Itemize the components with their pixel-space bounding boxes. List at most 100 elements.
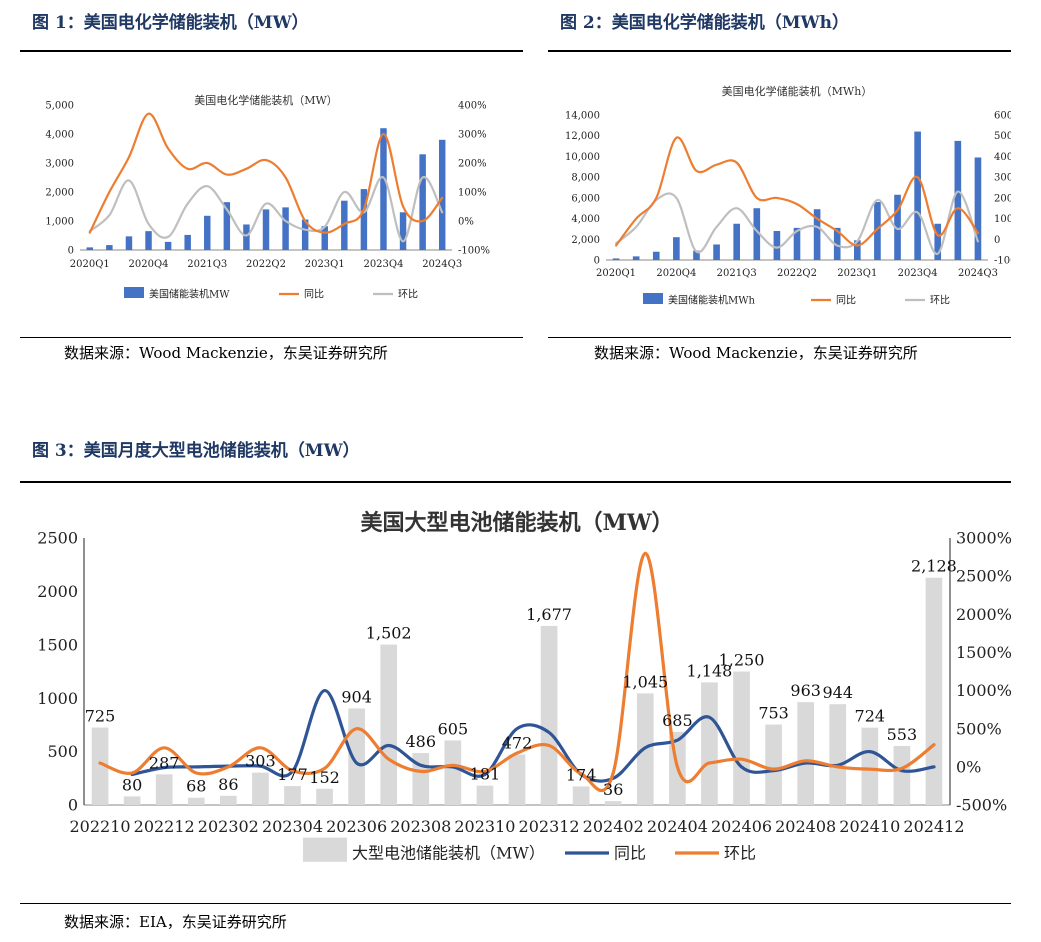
fig3-data-label: 553 <box>887 725 918 744</box>
fig3-line-yoy <box>130 689 936 783</box>
fig3-data-label: 1,677 <box>526 605 572 624</box>
fig1-x-tick: 2023Q4 <box>363 259 403 270</box>
fig1-bar <box>321 226 328 250</box>
fig2-bar <box>954 140 962 260</box>
fig2-y-tick: 10,000 <box>565 152 600 163</box>
fig3-data-label: 181 <box>470 765 501 784</box>
fig3-bar <box>187 797 205 805</box>
fig1-bar <box>164 241 172 250</box>
fig2-y-tick: 6,000 <box>571 193 600 204</box>
fig3-y2-tick: 0% <box>956 757 981 776</box>
fig1-bar <box>399 212 407 250</box>
fig2-x-tick: 2020Q1 <box>596 268 636 279</box>
fig2-y2-tick: 600 <box>994 111 1011 122</box>
fig2-legend-swatch <box>643 293 663 304</box>
figure-1-chart: 美国电化学储能装机（MW） 0 1,000 2,000 3,000 4,000 5,000 -… <box>20 70 523 322</box>
fig2-y-tick: 4,000 <box>571 214 600 225</box>
figure-1-source: 数据来源：Wood Mackenzie，东吴证券研究所 <box>64 344 388 362</box>
fig3-bar <box>444 740 462 805</box>
fig1-bar <box>184 234 191 250</box>
fig1-y2-tick: 100% <box>458 188 487 199</box>
fig1-legend-swatch <box>124 287 144 298</box>
fig1-x-tick: 2022Q2 <box>246 259 286 270</box>
figure-3-top-rule <box>20 481 1011 483</box>
fig2-bar <box>632 256 640 260</box>
figure-3-bottom-rule <box>20 903 1011 904</box>
figure-3-chart: 美国大型电池储能装机（MW） 0 500 1000 1500 2000 2500 -500% 0… <box>20 490 1012 890</box>
fig3-bar <box>829 704 847 805</box>
fig1-legend-label: 环比 <box>398 289 418 301</box>
fig2-x-tick: 2024Q3 <box>958 268 998 279</box>
fig3-data-label: 725 <box>85 707 116 726</box>
fig3-bar <box>604 801 622 805</box>
fig1-bar <box>301 219 309 250</box>
fig3-data-label: 944 <box>822 683 853 702</box>
fig2-legend-label: 环比 <box>930 295 950 307</box>
fig3-legend-label: 大型电池储能装机（MW） <box>352 844 545 863</box>
fig2-y-tick: 0 <box>594 256 600 267</box>
fig1-line-yoy <box>88 112 444 234</box>
fig2-y2-tick: 500 <box>994 131 1011 142</box>
fig2-x-tick: 2020Q4 <box>656 268 696 279</box>
fig2-y-tick: 8,000 <box>571 173 600 184</box>
fig1-x-tick: 2023Q1 <box>305 259 345 270</box>
fig3-bar <box>701 682 718 805</box>
fig3-bar <box>123 796 141 805</box>
fig3-data-label: 472 <box>502 734 533 753</box>
fig3-x-tick: 202312 <box>519 817 580 836</box>
fig3-data-label: 486 <box>406 732 437 751</box>
fig3-x-tick: 202406 <box>711 817 772 836</box>
fig2-x-tick: 2022Q2 <box>777 268 817 279</box>
fig2-bar <box>673 237 680 260</box>
fig3-y2-tick: 3000% <box>956 529 1011 548</box>
fig1-bar <box>262 209 270 250</box>
fig1-y2-tick: 200% <box>458 159 487 170</box>
fig3-bar <box>925 577 943 805</box>
fig1-x-tick: 2020Q1 <box>70 259 110 270</box>
figure-2-source: 数据来源：Wood Mackenzie，东吴证券研究所 <box>594 344 918 362</box>
fig1-legend-label: 美国储能装机MW <box>149 288 230 301</box>
fig2-bar <box>934 223 942 260</box>
fig2-y2-tick: 300 <box>994 173 1011 184</box>
fig3-chart-title: 美国大型电池储能装机（MW） <box>360 510 673 536</box>
fig3-bar <box>252 772 269 805</box>
fig3-x-tick: 202306 <box>326 817 387 836</box>
fig2-y2-tick: 100 <box>994 214 1011 225</box>
fig3-y2-tick: 2500% <box>956 567 1011 586</box>
fig3-data-label: 68 <box>186 777 206 796</box>
figure-3-title: 图 3：美国月度大型电池储能装机（MW） <box>32 441 360 461</box>
fig2-x-tick: 2023Q4 <box>898 268 938 279</box>
figure-1-bottom-rule <box>20 337 523 338</box>
fig2-y2-tick: -100 <box>994 256 1011 267</box>
fig3-bar <box>765 724 782 805</box>
fig3-x-tick: 202304 <box>262 817 323 836</box>
fig1-line-qoq <box>88 176 444 243</box>
fig3-bar <box>91 727 109 805</box>
fig1-chart-title: 美国电化学储能装机（MW） <box>194 93 338 107</box>
fig2-bar <box>713 244 720 260</box>
fig2-legend-label: 美国储能装机MWh <box>668 294 756 307</box>
fig3-x-tick: 202404 <box>647 817 708 836</box>
fig3-x-tick: 202308 <box>390 817 451 836</box>
fig1-y-tick: 3,000 <box>45 159 74 170</box>
fig3-x-tick: 202402 <box>583 817 644 836</box>
fig3-bar <box>893 745 911 805</box>
fig3-data-label: 1,502 <box>366 624 412 643</box>
fig3-x-tick: 202302 <box>198 817 259 836</box>
fig2-bar <box>874 202 881 260</box>
fig1-y-tick: 4,000 <box>45 130 74 141</box>
figure-2-chart: 美国电化学储能装机（MWh） 0 2,000 4,000 6,000 8,000 10,00… <box>548 70 1016 322</box>
fig1-bar <box>243 224 250 250</box>
fig3-data-label: 86 <box>218 775 238 794</box>
fig3-data-label: 1,148 <box>687 661 733 680</box>
fig3-x-tick: 202408 <box>775 817 836 836</box>
figure-2-svg: 美国电化学储能装机（MWh） 0 2,000 4,000 6,000 8,000 10,00… <box>565 84 1016 307</box>
fig2-bar <box>853 240 861 260</box>
fig3-y2-tick: 1500% <box>956 643 1011 662</box>
fig2-bar <box>793 227 801 260</box>
fig1-x-tick: 2024Q3 <box>422 259 462 270</box>
fig2-legend-label: 同比 <box>836 295 856 307</box>
fig3-data-label: 174 <box>566 765 597 784</box>
figure-2-bottom-rule <box>548 337 1011 338</box>
fig3-data-label: 1,250 <box>719 651 765 670</box>
